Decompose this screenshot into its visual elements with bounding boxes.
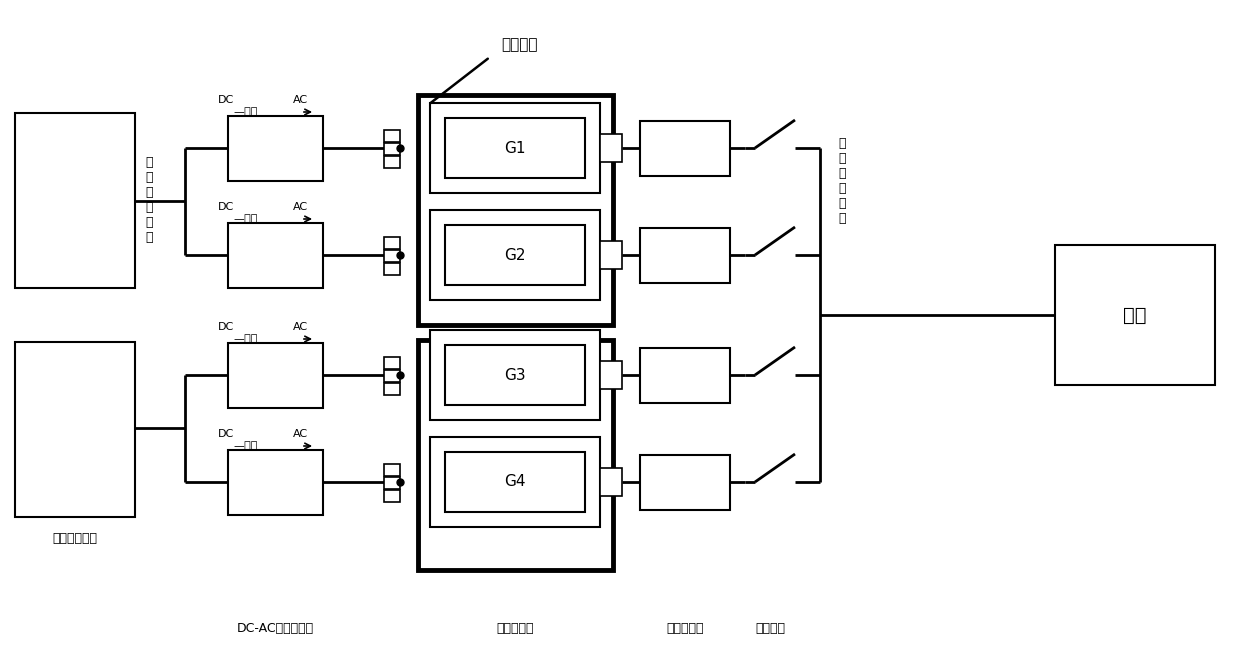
Bar bbox=[641, 348, 730, 403]
Bar bbox=[641, 121, 730, 176]
Bar bbox=[600, 468, 622, 496]
Text: 放电开关: 放电开关 bbox=[755, 622, 786, 634]
Text: —电能: —电能 bbox=[233, 441, 258, 451]
Bar bbox=[384, 357, 400, 369]
Bar bbox=[418, 340, 613, 570]
Bar bbox=[600, 361, 622, 389]
Bar bbox=[445, 118, 585, 178]
Bar bbox=[384, 250, 400, 262]
Text: G4: G4 bbox=[504, 475, 525, 489]
Bar bbox=[445, 452, 585, 512]
Text: 直
流
供
电
母
线: 直 流 供 电 母 线 bbox=[145, 156, 152, 244]
Text: 脉
冲
供
电
母
线: 脉 冲 供 电 母 线 bbox=[838, 137, 845, 225]
Bar bbox=[600, 134, 622, 162]
Text: DC-AC双向变换器: DC-AC双向变换器 bbox=[237, 622, 313, 634]
Bar bbox=[15, 342, 135, 517]
Text: —电能: —电能 bbox=[233, 214, 258, 224]
Bar bbox=[384, 464, 400, 476]
Bar bbox=[384, 143, 400, 155]
Bar bbox=[384, 263, 400, 275]
Bar bbox=[384, 383, 400, 395]
Bar bbox=[384, 477, 400, 489]
Bar bbox=[641, 228, 730, 283]
Bar bbox=[228, 116, 323, 181]
Bar bbox=[430, 103, 600, 193]
Bar bbox=[228, 223, 323, 288]
Bar bbox=[600, 241, 622, 269]
Bar bbox=[384, 156, 400, 168]
Bar bbox=[384, 237, 400, 249]
Bar bbox=[228, 450, 323, 515]
Bar bbox=[430, 210, 600, 300]
Bar bbox=[418, 95, 613, 325]
Bar bbox=[430, 437, 600, 527]
Bar bbox=[430, 330, 600, 420]
Bar bbox=[228, 343, 323, 408]
Text: DC: DC bbox=[218, 322, 234, 332]
Text: 燃油发电机组: 燃油发电机组 bbox=[52, 533, 98, 545]
Text: 充能电机: 充能电机 bbox=[502, 37, 538, 53]
Bar bbox=[384, 490, 400, 502]
Text: —电能: —电能 bbox=[233, 334, 258, 344]
Text: AC: AC bbox=[292, 429, 309, 439]
Bar bbox=[445, 225, 585, 285]
Text: DC: DC bbox=[218, 95, 234, 105]
Text: 负载: 负载 bbox=[1124, 305, 1147, 325]
Bar bbox=[1054, 245, 1215, 385]
Text: AC: AC bbox=[292, 202, 309, 212]
Text: DC: DC bbox=[218, 202, 234, 212]
Bar bbox=[15, 113, 135, 288]
Text: 整形变换器: 整形变换器 bbox=[667, 622, 704, 634]
Text: DC: DC bbox=[218, 429, 234, 439]
Text: 脉冲发电机: 脉冲发电机 bbox=[497, 622, 534, 634]
Text: G3: G3 bbox=[504, 368, 525, 382]
Text: AC: AC bbox=[292, 95, 309, 105]
Text: G2: G2 bbox=[504, 247, 525, 263]
Bar bbox=[384, 370, 400, 382]
Bar bbox=[384, 130, 400, 142]
Bar bbox=[445, 345, 585, 405]
Text: AC: AC bbox=[292, 322, 309, 332]
Text: G1: G1 bbox=[504, 140, 525, 156]
Text: —电能: —电能 bbox=[233, 107, 258, 117]
Bar bbox=[641, 455, 730, 510]
